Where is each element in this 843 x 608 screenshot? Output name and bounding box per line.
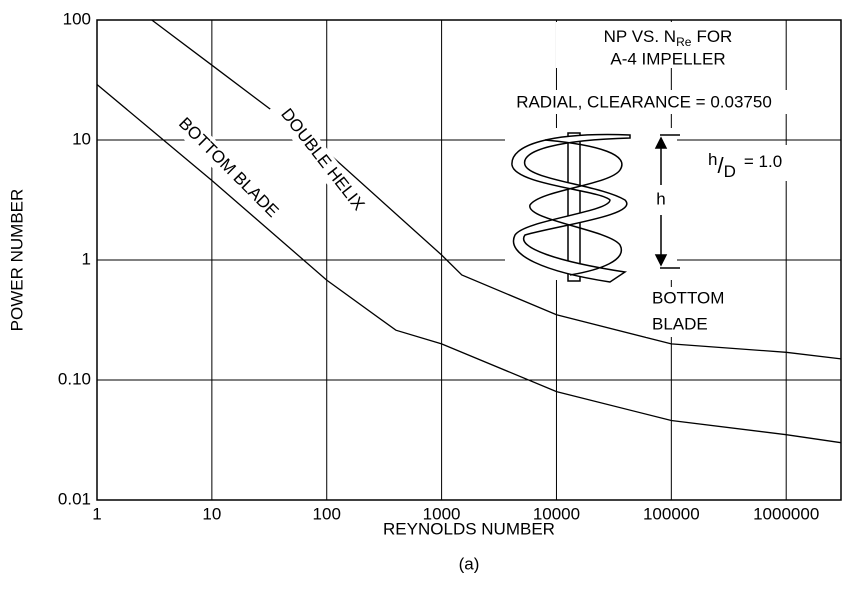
y-tick-label: 1 (82, 249, 91, 268)
x-tick-label: 100000 (643, 504, 700, 523)
y-tick-label: 10 (72, 129, 91, 148)
impeller-diagram (505, 128, 680, 283)
blade-box (646, 287, 752, 337)
series-label: DOUBLE HELIX (277, 105, 368, 214)
y-tick-label: 0.01 (58, 489, 91, 508)
x-tick-label: 1000 (423, 504, 461, 523)
ratio-part: D (724, 162, 736, 181)
ratio-part: h (708, 150, 717, 169)
height-label: h (656, 189, 665, 208)
series-line (96, 84, 842, 444)
x-axis-label: REYNOLDS NUMBER (383, 519, 555, 538)
title-part: NP VS. N (604, 27, 676, 46)
series-label-bg (169, 109, 287, 227)
y-tick-label: 100 (63, 9, 91, 28)
blade-label: BLADE (652, 314, 708, 333)
series-label-group: DOUBLE HELIX (269, 96, 375, 224)
curves (96, 19, 842, 444)
x-tick-label: 10000 (533, 504, 580, 523)
caption: (a) (459, 554, 480, 573)
series-label-bg (269, 96, 375, 224)
ratio-box (694, 145, 816, 181)
ratio-label: h/D = 1.0 (708, 150, 782, 181)
y-tick-label: 0.10 (58, 369, 91, 388)
ratio-part: / (717, 153, 724, 178)
blade-label: BOTTOM (652, 288, 724, 307)
x-tick-label: 1 (92, 504, 101, 523)
title-sub: Re (676, 35, 692, 49)
title-box (556, 22, 780, 68)
plot-frame (96, 19, 842, 501)
ratio-part: = 1.0 (744, 152, 782, 171)
clearance-box (456, 90, 832, 114)
series-label: BOTTOM BLADE (175, 114, 282, 221)
chart-subtitle: A-4 IMPELLER (610, 49, 725, 68)
title-part: FOR (696, 27, 732, 46)
y-axis-label: POWER NUMBER (7, 189, 26, 332)
series-line (151, 19, 842, 360)
x-tick-label: 1000000 (753, 504, 819, 523)
x-tick-label: 100 (313, 504, 341, 523)
x-tick-label: 10 (202, 504, 221, 523)
clearance-label: RADIAL, CLEARANCE = 0.03750 (516, 92, 772, 111)
chart-title: NP VS. NRe FOR (604, 27, 733, 49)
series-label-group: BOTTOM BLADE (169, 109, 287, 227)
